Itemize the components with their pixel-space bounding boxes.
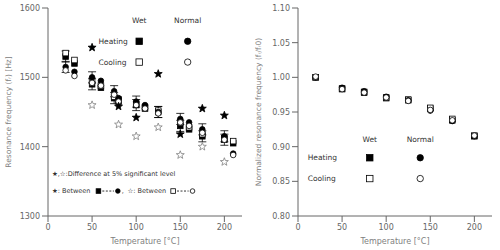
svg-text:150: 150 [423, 223, 438, 232]
svg-text:★,☆:Difference at 5% significa: ★,☆:Difference at 5% significant level [52, 170, 176, 178]
svg-text:200: 200 [467, 223, 482, 232]
svg-text:Cooling: Cooling [308, 174, 336, 183]
svg-text:1300: 1300 [20, 212, 40, 221]
svg-text:1500: 1500 [20, 73, 40, 82]
svg-text:Temperature [°C]: Temperature [°C] [359, 237, 429, 246]
svg-text:0.85: 0.85 [272, 177, 290, 186]
svg-text:Resonance frequency (fᵣ) [Hz]: Resonance frequency (fᵣ) [Hz] [8, 56, 13, 168]
svg-text:50: 50 [337, 223, 347, 232]
svg-text:0.90: 0.90 [272, 143, 290, 152]
svg-text:50: 50 [87, 223, 97, 232]
svg-text:★: Between: ★: Between [52, 187, 91, 195]
svg-text:100: 100 [379, 223, 394, 232]
svg-text:Wet: Wet [132, 16, 147, 25]
svg-text:☆: Between: ☆: Between [128, 187, 167, 195]
svg-text:Normalized resonance frequency: Normalized resonance frequency (fᵣ/fᵣ0) [254, 38, 263, 187]
svg-text:0: 0 [45, 223, 50, 232]
svg-text:Normal: Normal [407, 135, 434, 144]
svg-text:1600: 1600 [20, 4, 40, 13]
svg-text:100: 100 [129, 223, 144, 232]
svg-text:150: 150 [173, 223, 188, 232]
svg-text:Wet: Wet [363, 135, 378, 144]
svg-text:200: 200 [217, 223, 232, 232]
svg-text:1.00: 1.00 [272, 73, 290, 82]
svg-text:1.10: 1.10 [272, 4, 290, 13]
svg-text:1400: 1400 [20, 143, 40, 152]
svg-text:Normal: Normal [174, 16, 201, 25]
svg-text:Temperature [°C]: Temperature [°C] [109, 237, 179, 246]
svg-text:Heating: Heating [98, 37, 128, 46]
svg-text:1.05: 1.05 [272, 39, 290, 48]
svg-text:0: 0 [295, 223, 300, 232]
svg-text:,: , [122, 187, 124, 195]
svg-text:0.80: 0.80 [272, 212, 290, 221]
svg-text:Heating: Heating [308, 153, 338, 162]
svg-text:0.95: 0.95 [272, 108, 290, 117]
svg-text:Cooling: Cooling [98, 58, 126, 67]
